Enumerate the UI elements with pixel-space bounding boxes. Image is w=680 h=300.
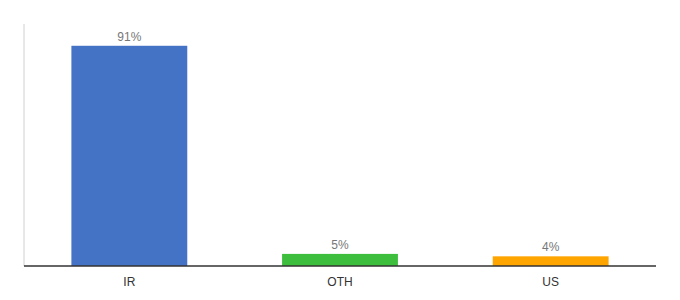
plot-area: 91% 5% 4% IR OTH US: [24, 24, 656, 289]
x-axis-line: [24, 265, 656, 267]
data-label: 4%: [542, 240, 560, 254]
bars: [71, 46, 608, 266]
x-tick-label: IR: [123, 275, 135, 289]
chart-container: 91% 5% 4% IR OTH US: [0, 0, 680, 300]
bar: [282, 254, 398, 266]
chart: 91% 5% 4% IR OTH US: [0, 0, 680, 300]
value-axis-line: [24, 24, 25, 266]
bar: [493, 256, 609, 266]
x-tick-label: OTH: [327, 275, 352, 289]
bar: [71, 46, 187, 266]
x-tick-label: US: [542, 275, 559, 289]
data-label: 5%: [331, 238, 349, 252]
data-label: 91%: [117, 30, 141, 44]
